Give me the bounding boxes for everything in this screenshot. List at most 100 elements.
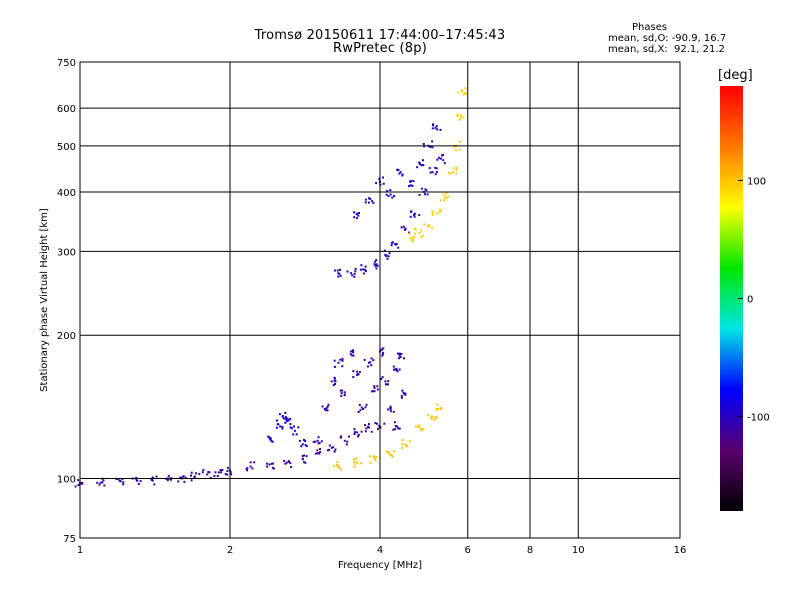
data-point <box>179 476 182 479</box>
data-point <box>443 199 446 202</box>
data-point <box>364 201 367 204</box>
data-point <box>96 481 99 484</box>
data-point <box>284 417 287 420</box>
data-point <box>404 444 407 447</box>
data-point <box>451 171 454 174</box>
data-point <box>431 127 434 130</box>
data-point <box>375 267 378 270</box>
x-tick-label: 8 <box>527 545 533 556</box>
data-point <box>435 417 438 419</box>
data-point <box>441 154 444 157</box>
data-point <box>220 471 223 474</box>
data-point <box>352 370 355 373</box>
data-point <box>418 232 421 234</box>
data-point <box>461 90 464 93</box>
data-point <box>122 481 125 484</box>
data-point <box>430 417 433 420</box>
data-point <box>390 241 393 244</box>
data-point <box>411 237 414 240</box>
data-point <box>436 158 439 161</box>
data-point <box>184 476 187 479</box>
data-point <box>394 428 397 431</box>
data-point <box>388 252 391 255</box>
y-tick-label: 200 <box>57 331 76 342</box>
data-point <box>435 125 438 128</box>
phases-o-stats: mean, sd,O: -90.9, 16.7 <box>608 33 727 44</box>
data-point <box>77 484 80 486</box>
data-point <box>354 463 357 466</box>
data-point <box>455 114 458 117</box>
data-point <box>422 159 424 162</box>
data-point <box>414 232 417 235</box>
data-point <box>101 481 104 484</box>
data-point <box>400 396 403 399</box>
data-point <box>437 408 440 411</box>
data-point <box>356 370 359 373</box>
data-point <box>305 445 308 448</box>
data-point <box>439 199 442 202</box>
data-point <box>363 358 366 361</box>
data-point <box>420 236 423 239</box>
data-point <box>80 482 83 485</box>
data-point <box>440 210 443 213</box>
data-point <box>281 427 284 430</box>
data-point <box>298 439 301 442</box>
data-point <box>408 440 411 443</box>
data-point <box>435 212 438 215</box>
data-point <box>438 156 440 159</box>
data-point <box>418 426 421 429</box>
data-point <box>121 478 124 481</box>
data-point <box>190 471 193 474</box>
data-point <box>409 237 412 240</box>
data-point <box>353 428 356 431</box>
data-point <box>328 444 331 447</box>
data-point <box>151 476 154 479</box>
data-point <box>190 474 192 477</box>
data-point <box>153 483 156 486</box>
data-point <box>326 449 329 452</box>
data-point <box>383 422 386 425</box>
data-point <box>356 373 359 375</box>
data-point <box>336 269 339 272</box>
data-point <box>434 166 437 169</box>
data-point <box>333 465 336 467</box>
data-point <box>413 213 415 216</box>
x-tick-label: 4 <box>377 545 383 556</box>
data-point <box>249 465 252 468</box>
data-point <box>382 351 385 354</box>
data-point <box>455 172 458 175</box>
data-point <box>409 184 412 187</box>
data-point <box>452 167 455 170</box>
data-point <box>278 413 281 416</box>
data-point <box>429 145 432 148</box>
data-point <box>356 461 359 464</box>
data-point <box>385 193 388 196</box>
data-point <box>364 198 367 201</box>
data-point <box>333 379 336 382</box>
data-point <box>396 425 399 428</box>
data-point <box>406 445 409 448</box>
data-point <box>369 198 372 200</box>
data-point <box>376 264 379 267</box>
data-point <box>343 391 346 394</box>
data-point <box>207 471 210 473</box>
data-point <box>226 473 229 476</box>
data-point <box>372 201 375 204</box>
data-point <box>268 463 271 466</box>
data-point <box>436 403 439 406</box>
data-point <box>373 386 376 389</box>
data-point <box>339 358 342 361</box>
data-point <box>139 480 142 483</box>
data-point <box>422 143 425 145</box>
data-point <box>281 425 284 428</box>
data-point <box>408 231 411 234</box>
data-point <box>448 171 450 174</box>
data-point <box>268 436 271 439</box>
data-point <box>443 196 446 199</box>
data-point <box>392 410 395 413</box>
data-point <box>462 116 465 119</box>
data-point <box>271 440 274 443</box>
data-point <box>374 260 377 263</box>
data-point <box>418 193 421 196</box>
data-point <box>352 458 355 461</box>
